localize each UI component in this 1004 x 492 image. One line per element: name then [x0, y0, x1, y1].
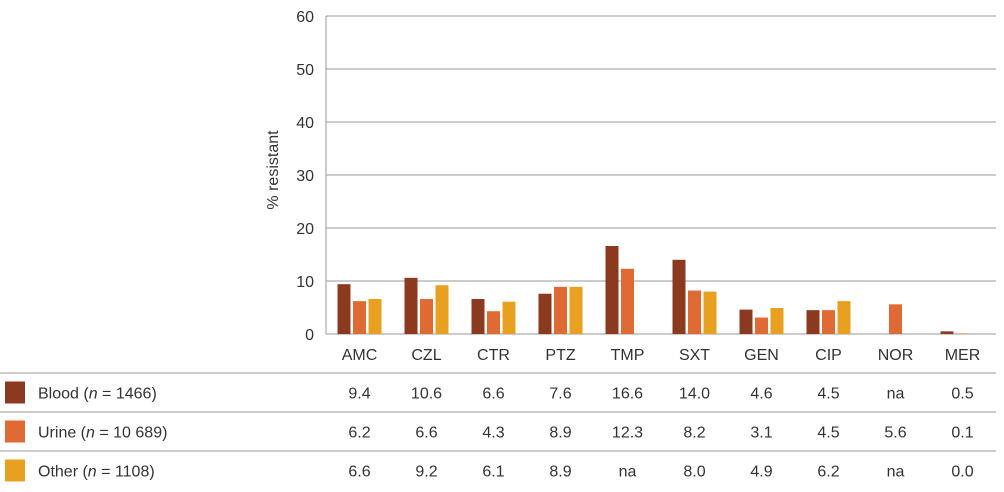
table-cell-value: na [887, 464, 905, 481]
x-category-label: SXT [679, 347, 710, 364]
table-cell-value: 6.2 [348, 425, 370, 442]
x-category-label: CIP [815, 347, 842, 364]
x-category-label: TMP [611, 347, 645, 364]
bar-czl-series-2 [435, 285, 449, 334]
legend-swatch [5, 459, 25, 482]
y-axis-label: % resistant [265, 130, 282, 210]
y-tick-label: 60 [296, 9, 314, 26]
x-category-label: AMC [342, 347, 378, 364]
bar-ptz-series-2 [569, 286, 583, 334]
bar-amc-series-2 [368, 299, 382, 334]
table-cell-value: 8.2 [683, 425, 705, 442]
y-tick-label: 30 [296, 168, 314, 185]
x-category-label: CZL [411, 347, 441, 364]
legend-label: Urine (n = 10 689) [38, 425, 167, 442]
bar-mer-series-0 [940, 331, 954, 334]
table-cell-value: 4.5 [817, 425, 839, 442]
bar-tmp-series-1 [621, 268, 634, 334]
table-cell-value: 8.9 [549, 425, 571, 442]
table-cell-value: 14.0 [679, 386, 710, 403]
table-cell-value: 10.6 [411, 386, 442, 403]
bar-nor-series-1 [889, 304, 902, 334]
bar-sxt-series-2 [703, 291, 717, 334]
y-tick-label: 50 [296, 62, 314, 79]
table-cell-value: 0.1 [951, 425, 973, 442]
table-cell-value: na [619, 464, 637, 481]
y-tick-label: 10 [296, 274, 314, 291]
table-cell-value: 8.9 [549, 464, 571, 481]
legend-label: Other (n = 1108) [38, 464, 155, 481]
legend-swatch [5, 381, 25, 404]
bar-cip-series-0 [806, 310, 820, 334]
table-cell-value: 9.4 [348, 386, 370, 403]
table-cell-value: 6.6 [348, 464, 370, 481]
table-cell-value: 9.2 [415, 464, 437, 481]
table-cell-value: 4.6 [750, 386, 772, 403]
table-cell-value: 0.0 [951, 464, 973, 481]
table-cell-value: 6.1 [482, 464, 504, 481]
table-cell-value: 7.6 [549, 386, 571, 403]
legend-swatch [5, 420, 25, 443]
bars [337, 246, 969, 334]
bar-amc-series-1 [353, 301, 366, 334]
bar-cip-series-1 [822, 310, 835, 334]
table-cell-value: 3.1 [750, 425, 772, 442]
bar-ctr-series-1 [487, 311, 500, 334]
table-cell-value: 6.2 [817, 464, 839, 481]
bar-tmp-series-0 [605, 246, 619, 334]
bar-amc-series-0 [337, 284, 351, 334]
y-tick-label: 40 [296, 115, 314, 132]
x-category-label: PTZ [545, 347, 575, 364]
table-cell-value: 4.9 [750, 464, 772, 481]
bar-ptz-series-0 [538, 293, 552, 334]
x-category-label: CTR [477, 347, 510, 364]
table-cell-value: 12.3 [612, 425, 643, 442]
legend-label: Blood (n = 1466) [38, 386, 157, 403]
bar-sxt-series-1 [688, 290, 701, 334]
table-cell-value: 6.6 [415, 425, 437, 442]
bar-ctr-series-2 [502, 301, 516, 334]
table-cell-value: 8.0 [683, 464, 705, 481]
table-cell-value: na [887, 386, 905, 403]
y-gridlines [325, 15, 996, 335]
table-cell-value: 4.3 [482, 425, 504, 442]
x-category-label: NOR [878, 347, 914, 364]
bar-sxt-series-0 [672, 259, 686, 334]
bar-gen-series-0 [739, 309, 753, 334]
bar-mer-series-1 [956, 333, 969, 334]
table-cell-value: 6.6 [482, 386, 504, 403]
bar-czl-series-0 [404, 277, 418, 334]
table-cell-value: 0.5 [951, 386, 973, 403]
bar-cip-series-2 [837, 301, 851, 334]
bar-gen-series-2 [770, 308, 784, 334]
bar-ptz-series-1 [554, 286, 567, 334]
table-cell-value: 5.6 [884, 425, 906, 442]
y-tick-labels: 0 10 20 30 40 50 60 [296, 9, 314, 344]
data-table: Blood (n = 1466) 9.4 10.6 6.6 7.6 16.6 14.0 4.6… [0, 372, 996, 482]
x-category-label: MER [945, 347, 981, 364]
y-tick-label: 0 [305, 327, 314, 344]
x-category-label: GEN [744, 347, 779, 364]
bar-ctr-series-0 [471, 299, 485, 334]
y-tick-label: 20 [296, 221, 314, 238]
table-cell-value: 16.6 [612, 386, 643, 403]
bar-czl-series-1 [420, 299, 433, 334]
x-category-labels: AMC CZL CTR PTZ TMP SXT GEN CIP NOR MER [342, 347, 981, 364]
table-cell-value: 4.5 [817, 386, 839, 403]
bar-gen-series-1 [755, 317, 768, 334]
